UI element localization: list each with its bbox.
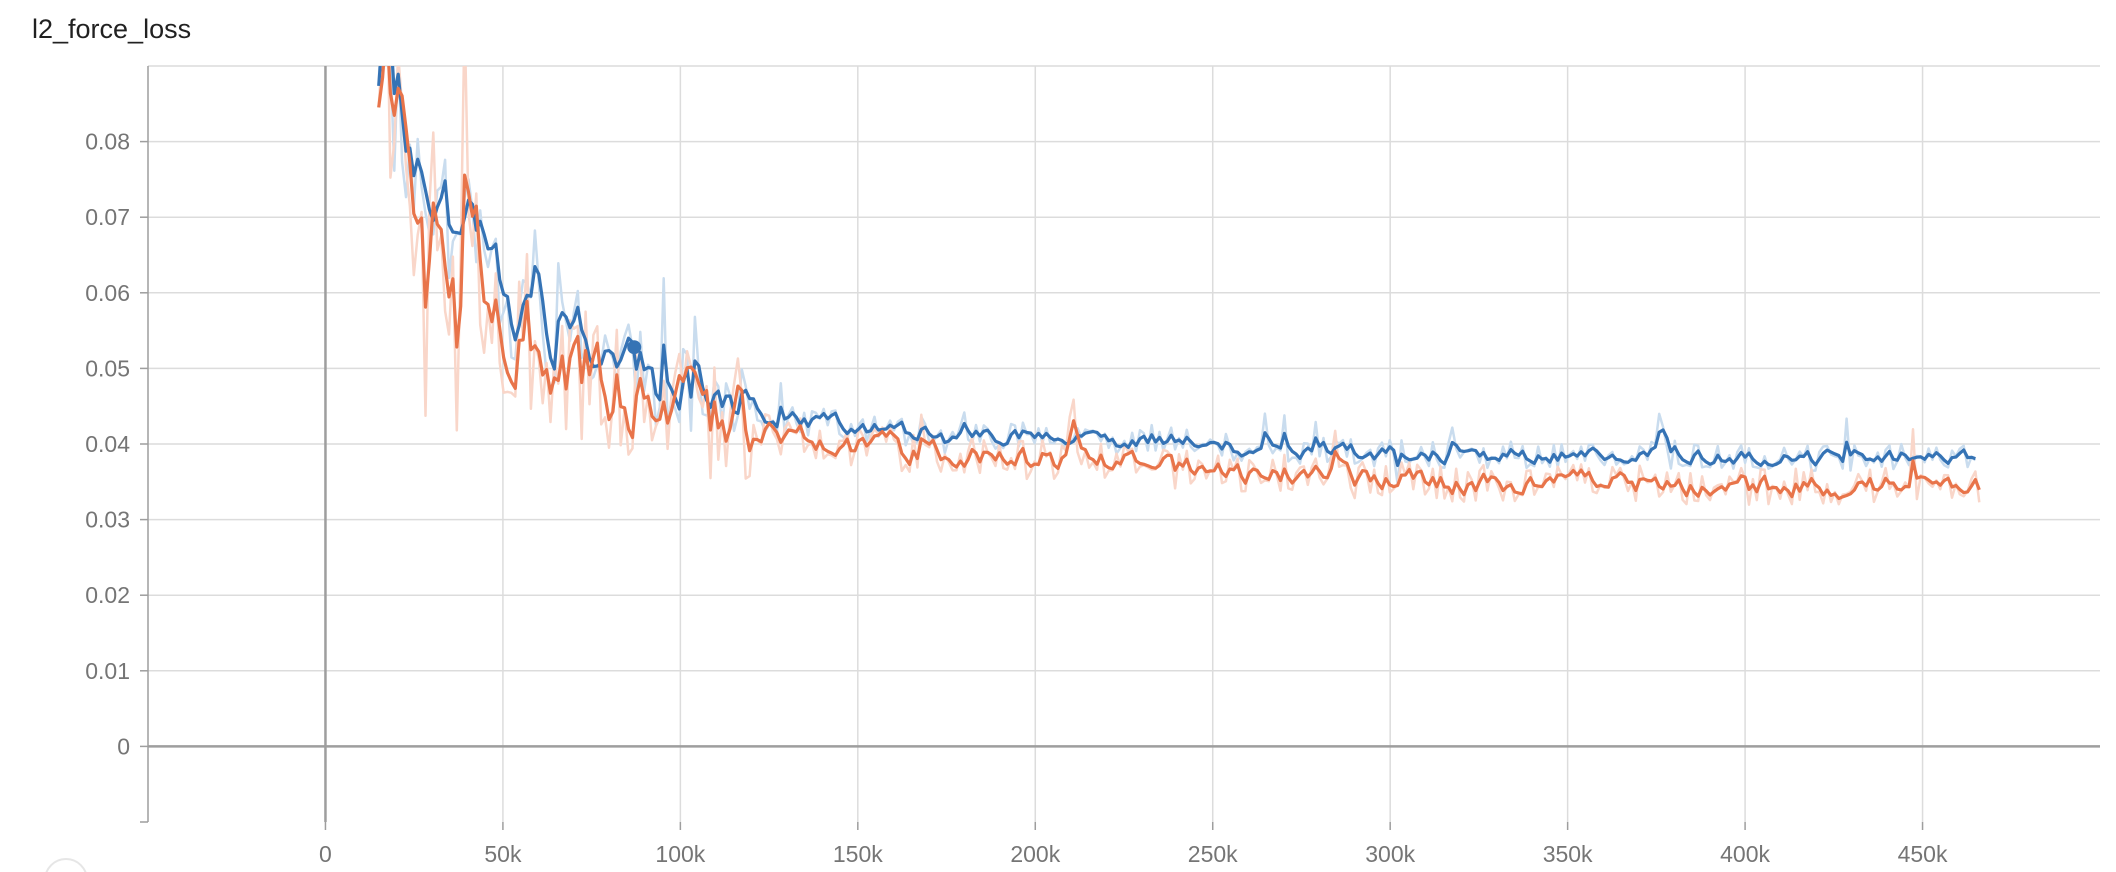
series-line-1 — [377, 66, 1981, 501]
y-tick-label: 0.06 — [85, 280, 130, 306]
x-tick-label: 250k — [1188, 841, 1238, 867]
raw-series — [377, 66, 1981, 506]
tick-labels: 0 50k 100k 150k 200k 250k 300k 350k 400k 450k 0 0.0… — [85, 129, 1948, 867]
y-tick-label: 0.07 — [85, 204, 130, 230]
x-tick-label: 0 — [319, 841, 332, 867]
x-tick-label: 300k — [1365, 841, 1415, 867]
raw-line-1 — [377, 66, 1981, 506]
x-tick-label: 200k — [1010, 841, 1060, 867]
chart-title: l2_force_loss — [32, 14, 192, 44]
y-tick-label: 0.02 — [85, 582, 130, 608]
y-tick-label: 0.08 — [85, 129, 130, 155]
axes — [140, 66, 2100, 830]
y-tick-label: 0.01 — [85, 658, 130, 684]
x-tick-label: 400k — [1720, 841, 1770, 867]
x-tick-label: 150k — [833, 841, 883, 867]
x-tick-label: 100k — [655, 841, 705, 867]
x-tick-label: 450k — [1898, 841, 1948, 867]
y-tick-label: 0.03 — [85, 507, 130, 533]
markers — [627, 340, 642, 355]
x-tick-label: 350k — [1543, 841, 1593, 867]
raw-line-0 — [377, 66, 1977, 486]
smoothed-series — [377, 66, 1981, 501]
x-tick-label: 50k — [484, 841, 522, 867]
y-tick-label: 0 — [117, 733, 130, 759]
y-tick-label: 0.05 — [85, 355, 130, 381]
highlight-point — [627, 340, 642, 355]
y-tick-label: 0.04 — [85, 431, 130, 457]
series-line-0 — [377, 66, 1976, 468]
